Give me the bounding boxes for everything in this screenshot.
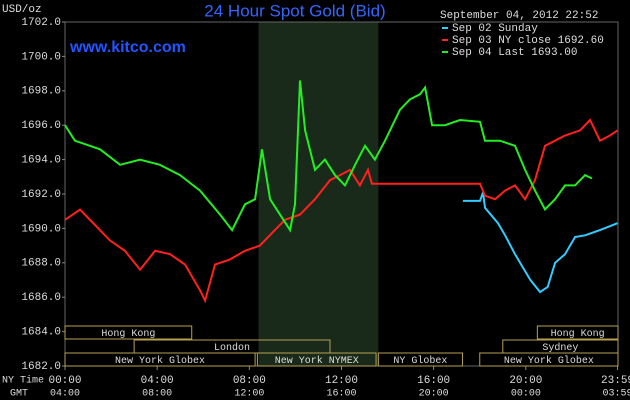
session-box <box>536 325 619 340</box>
x-tick-label: 23:59 <box>601 375 630 387</box>
x-tick-label: 16:00 <box>417 375 450 387</box>
x2-axis-label: GMT <box>10 389 28 400</box>
y-tick-label: 1688.0 <box>21 258 61 270</box>
y-tick-label: 1700.0 <box>21 51 61 63</box>
y-tick-label: 1686.0 <box>21 292 61 304</box>
session-box <box>64 352 256 367</box>
y-tick-label: 1692.0 <box>21 189 61 201</box>
session-label: Sydney <box>542 342 578 354</box>
x-axis-label: NY Time <box>2 375 44 387</box>
unit-label: USD/oz <box>2 4 42 16</box>
session-label: New York NYMEX <box>275 355 359 367</box>
legend-label: Sep 02 Sunday <box>452 23 538 35</box>
chart-title: 24 Hour Spot Gold (Bid) <box>204 1 385 20</box>
session-label: New York Globex <box>115 355 205 367</box>
gmt-tick-label: 00:00 <box>511 389 541 400</box>
session-box <box>377 352 463 367</box>
y-tick-label: 1702.0 <box>21 17 61 29</box>
session-box <box>64 325 193 340</box>
x-tick-label: 00:00 <box>48 375 81 387</box>
session-label: NY Globex <box>393 355 447 367</box>
legend-label: Sep 04 Last 1693.00 <box>452 47 577 59</box>
y-tick-label: 1682.0 <box>21 361 61 373</box>
session-label: New York Globex <box>504 355 594 367</box>
y-tick-label: 1690.0 <box>21 223 61 235</box>
timestamp: September 04, 2012 22:52 <box>440 10 598 22</box>
y-tick-label: 1684.0 <box>21 327 61 339</box>
gmt-tick-label: 12:00 <box>234 389 264 400</box>
x-tick-label: 04:00 <box>141 375 174 387</box>
gmt-tick-label: 03:59 <box>603 389 630 400</box>
session-label: London <box>214 342 250 354</box>
legend-label: Sep 03 NY close 1692.60 <box>452 35 604 47</box>
y-tick-label: 1694.0 <box>21 155 61 167</box>
y-tick-label: 1698.0 <box>21 86 61 98</box>
gmt-tick-label: 04:00 <box>50 389 80 400</box>
session-label: Hong Kong <box>101 329 155 340</box>
x-tick-label: 08:00 <box>233 375 266 387</box>
series-line <box>462 191 618 294</box>
x-tick-label: 20:00 <box>509 375 542 387</box>
x-tick-label: 12:00 <box>325 375 358 387</box>
gmt-tick-label: 08:00 <box>142 389 172 400</box>
session-label: Hong Kong <box>551 329 605 340</box>
website: www.kitco.com <box>69 39 186 56</box>
gmt-tick-label: 16:00 <box>326 389 356 400</box>
y-tick-label: 1696.0 <box>21 120 61 132</box>
series-line <box>64 118 619 304</box>
gmt-tick-label: 20:00 <box>419 389 449 400</box>
session-box <box>479 352 619 367</box>
series-line <box>64 80 593 233</box>
session-box <box>256 352 377 367</box>
